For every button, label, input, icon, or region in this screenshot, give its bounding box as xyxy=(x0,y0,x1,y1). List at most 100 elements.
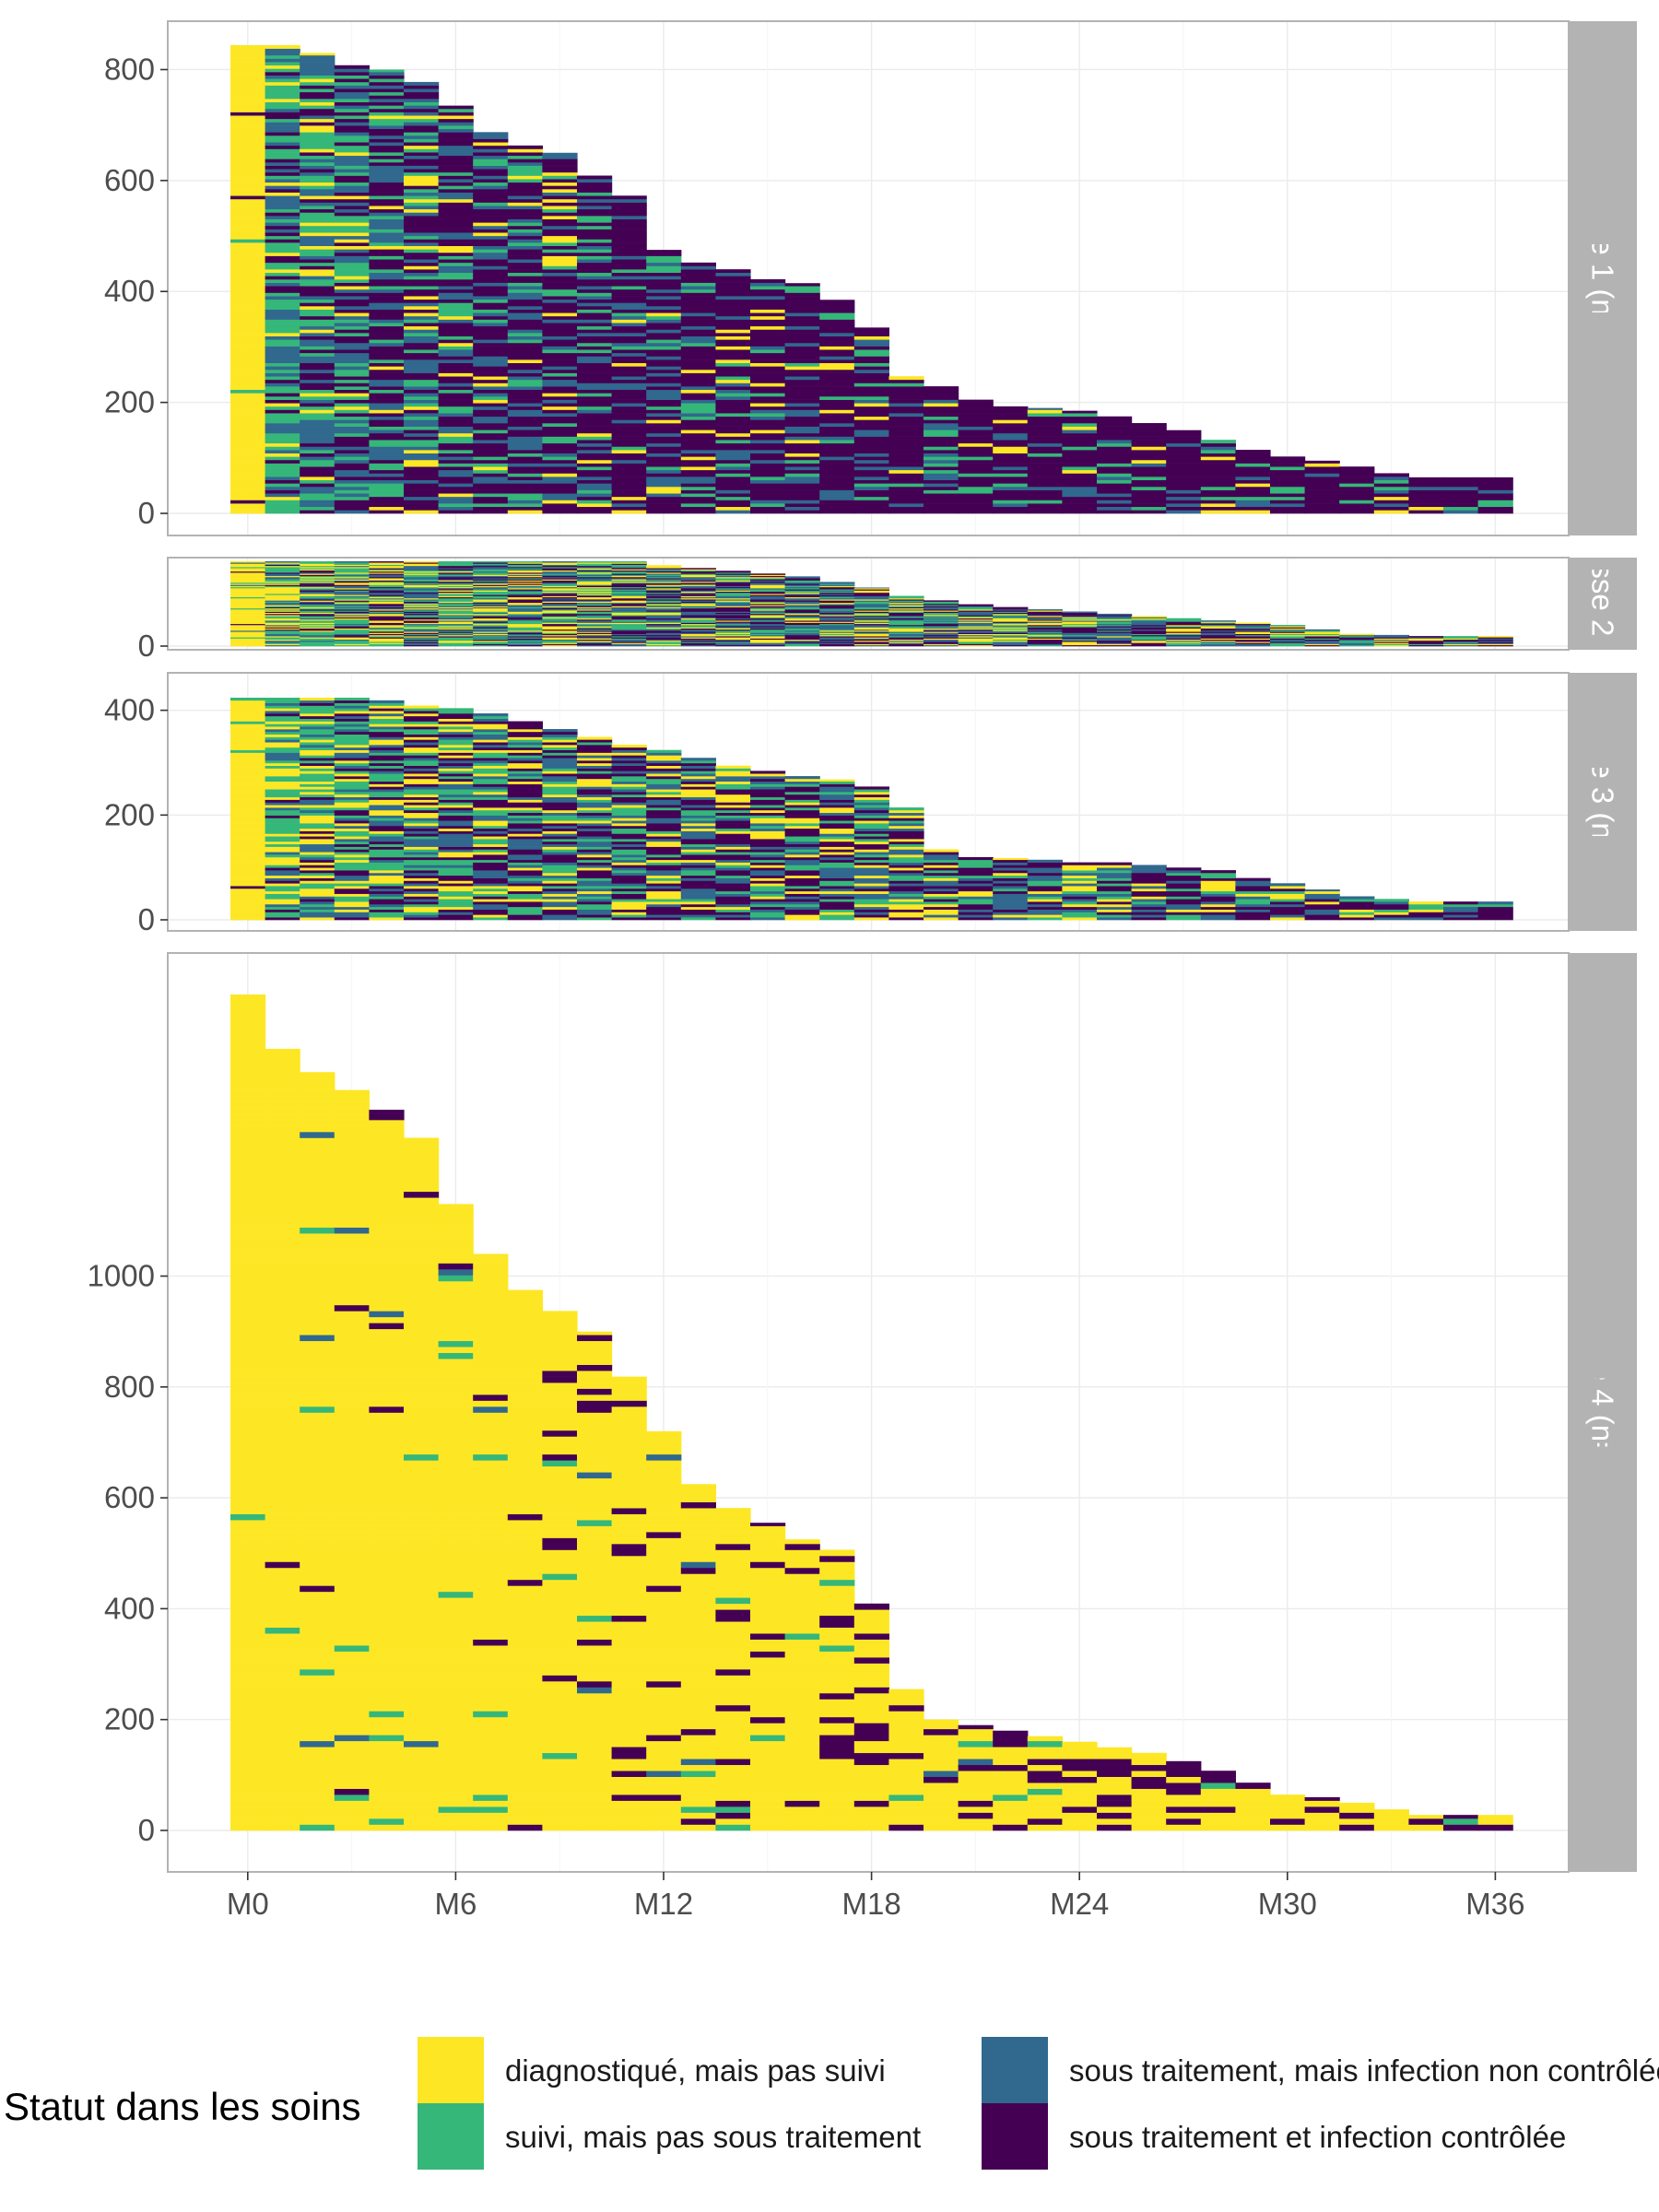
sequence-cell xyxy=(438,771,474,774)
sequence-cell xyxy=(265,828,300,831)
sequence-cell xyxy=(300,128,335,133)
sequence-cell xyxy=(334,115,370,120)
sequence-cell xyxy=(750,429,786,434)
sequence-cell xyxy=(1097,641,1133,643)
sequence-cell xyxy=(958,469,994,474)
sequence-cell xyxy=(1027,632,1063,634)
sequence-cell xyxy=(265,607,300,610)
sequence-cell xyxy=(334,875,370,878)
sequence-cell xyxy=(888,633,924,636)
sequence-cell xyxy=(715,486,751,490)
sequence-cell xyxy=(473,591,509,594)
sequence-cell xyxy=(993,616,1029,618)
sequence-cell xyxy=(611,432,647,437)
sequence-cell xyxy=(473,601,509,604)
sequence-cell xyxy=(404,185,440,190)
sequence-cell xyxy=(265,721,300,724)
sequence-cell xyxy=(438,309,474,313)
sequence-cell xyxy=(404,225,440,229)
sequence-cell xyxy=(230,906,266,910)
sequence-cell xyxy=(473,396,509,400)
month-column xyxy=(924,386,959,514)
sequence-cell xyxy=(819,496,855,500)
sequence-cell xyxy=(265,592,300,594)
sequence-cell xyxy=(646,456,682,461)
sequence-cell xyxy=(784,591,820,594)
sequence-cell xyxy=(300,755,335,759)
sequence-cell xyxy=(853,389,889,394)
sequence-cell xyxy=(577,641,613,643)
sequence-cell xyxy=(784,366,820,371)
sequence-cell xyxy=(1304,477,1340,481)
sequence-cell xyxy=(819,611,855,613)
sequence-cell xyxy=(230,101,266,106)
sequence-cell xyxy=(438,809,474,814)
sequence-cell xyxy=(334,584,370,586)
sequence-cell xyxy=(993,634,1029,637)
sequence-cell xyxy=(1200,450,1236,453)
sequence-cell xyxy=(473,162,509,166)
sequence-cell xyxy=(680,426,716,430)
sequence-cell xyxy=(507,627,543,629)
sequence-cell xyxy=(577,637,613,639)
sequence-cell xyxy=(404,376,440,381)
sequence-cell xyxy=(507,486,543,490)
sequence-cell xyxy=(646,269,682,274)
sequence-cell xyxy=(680,611,716,613)
sequence-cell xyxy=(300,880,335,884)
sequence-cell xyxy=(958,432,994,437)
sequence-cell xyxy=(1027,429,1063,434)
sequence-cell xyxy=(680,573,716,575)
sequence-cell xyxy=(230,262,266,266)
sequence-cell xyxy=(924,600,959,602)
sequence-cell xyxy=(784,409,820,414)
sequence-cell xyxy=(542,276,578,280)
sequence-cell xyxy=(577,432,613,437)
sequence-cell xyxy=(369,232,405,237)
sequence-cell xyxy=(265,389,300,394)
sequence-cell xyxy=(507,466,543,471)
sequence-cell xyxy=(784,612,820,615)
sequence-cell xyxy=(369,585,405,588)
sequence-cell xyxy=(1373,642,1409,644)
sequence-cell xyxy=(473,599,509,601)
sequence-cell xyxy=(438,479,474,484)
sequence-cell xyxy=(300,269,335,274)
sequence-cell xyxy=(438,138,474,143)
sequence-cell xyxy=(473,818,509,821)
sequence-cell xyxy=(715,423,751,427)
sequence-cell xyxy=(924,606,959,607)
sequence-cell xyxy=(300,734,335,737)
sequence-cell xyxy=(611,500,647,504)
sequence-cell xyxy=(230,88,266,93)
sequence-cell xyxy=(300,615,335,617)
sequence-cell xyxy=(334,633,370,636)
sequence-cell xyxy=(853,436,889,441)
sequence-cell xyxy=(230,165,266,170)
sequence-cell xyxy=(334,718,370,722)
sequence-cell xyxy=(230,917,266,921)
sequence-cell xyxy=(715,632,751,634)
sequence-cell xyxy=(507,599,543,601)
sequence-cell xyxy=(1027,633,1063,636)
sequence-cell xyxy=(265,352,300,357)
sequence-cell xyxy=(507,639,543,641)
sequence-cell xyxy=(300,618,335,620)
sequence-cell xyxy=(230,466,266,471)
sequence-cell xyxy=(646,588,682,590)
sequence-cell xyxy=(334,212,370,217)
sequence-cell xyxy=(265,179,300,183)
sequence-cell xyxy=(473,362,509,367)
sequence-cell xyxy=(646,453,682,457)
sequence-cell xyxy=(542,208,578,213)
sequence-cell xyxy=(334,382,370,387)
sequence-cell xyxy=(819,607,855,610)
sequence-cell xyxy=(611,366,647,371)
sequence-cell xyxy=(1062,429,1098,434)
sequence-cell xyxy=(507,597,543,600)
sequence-cell xyxy=(819,366,855,371)
sequence-cell xyxy=(265,815,300,818)
sequence-cell xyxy=(784,620,820,622)
sequence-cell xyxy=(507,259,543,264)
sequence-cell xyxy=(1166,640,1202,642)
